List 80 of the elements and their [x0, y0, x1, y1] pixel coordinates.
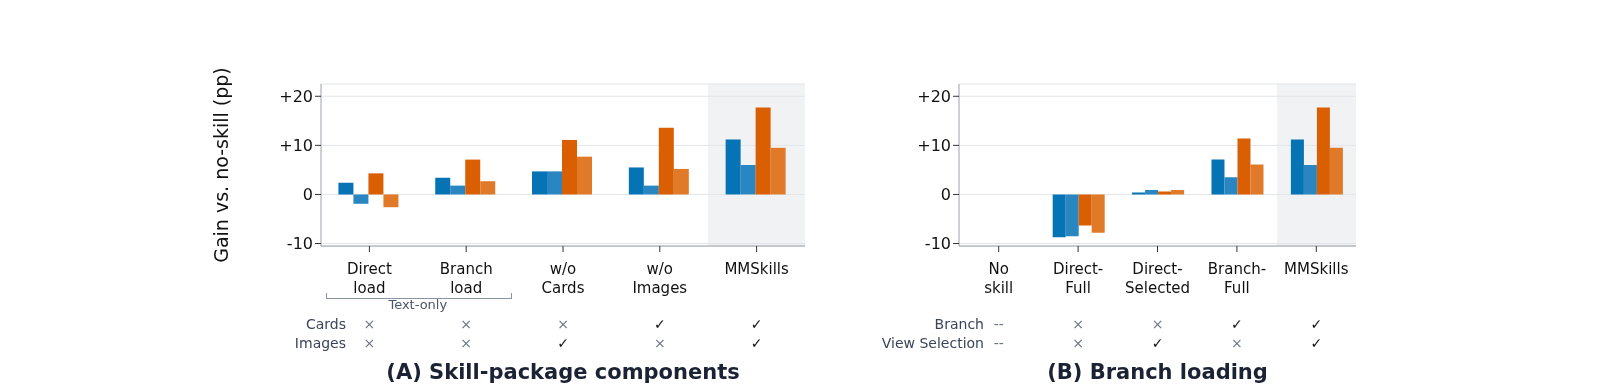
x-tick-label: MMSkills: [724, 260, 789, 278]
bar: [1091, 194, 1105, 233]
x-tick-label: Direct load: [346, 260, 392, 297]
bar: [532, 171, 548, 195]
text: ✓: [652, 316, 667, 332]
bar: [1250, 164, 1264, 195]
x-tick-label: Branch-Full: [1207, 260, 1267, 297]
text: ×: [652, 335, 667, 351]
bar: [547, 171, 563, 195]
bar: [480, 181, 496, 195]
bar: [673, 168, 689, 195]
bar: [1329, 147, 1343, 195]
bar: [1224, 177, 1238, 195]
text: (A) Skill-package components: [385, 360, 741, 384]
x-tick-label: Direct-Selected: [1124, 260, 1191, 297]
text: Cards: [305, 316, 346, 332]
bar: [658, 127, 674, 195]
bar: [338, 182, 354, 195]
y-axis-title: Gain vs. no-skill (pp): [210, 67, 232, 263]
y-tick-label: 0: [940, 185, 951, 205]
text: ✓: [1309, 316, 1324, 332]
bar: [435, 177, 451, 195]
text: ×: [1071, 335, 1085, 351]
text: Text-only: [387, 297, 449, 312]
bar: [628, 167, 644, 195]
text: ×: [1150, 316, 1165, 332]
text: View Selection: [881, 335, 984, 351]
bar: [1316, 107, 1330, 195]
y-tick-label: -10: [924, 234, 951, 254]
bar: [562, 139, 578, 195]
bar: [755, 107, 771, 195]
bar: [643, 185, 659, 195]
x-tick-label: MMSkills: [1284, 260, 1349, 278]
text: ✓: [1230, 316, 1244, 332]
bar: [368, 173, 384, 195]
x-tick-label: w/o Images: [632, 260, 688, 297]
bar: [450, 185, 466, 195]
bar: [725, 139, 741, 195]
text: ✓: [1309, 335, 1324, 351]
text: --: [993, 335, 1004, 351]
text: ×: [556, 316, 570, 332]
bar: [1303, 165, 1317, 195]
y-tick-label: 0: [302, 185, 313, 205]
bar: [1078, 194, 1092, 226]
bar: [1290, 139, 1304, 195]
bar: [1052, 194, 1066, 238]
bar: [577, 156, 593, 195]
text: ✓: [556, 335, 570, 351]
text: Branch: [934, 316, 984, 332]
text: (B) Branch loading: [1046, 360, 1269, 384]
x-tick-label: No skill: [984, 260, 1014, 297]
text: --: [993, 316, 1004, 332]
bar: [740, 165, 756, 195]
y-tick-label: +20: [279, 86, 313, 106]
y-tick-label: +10: [279, 136, 313, 156]
x-tick-label: Branch load: [439, 260, 493, 297]
text: ×: [1230, 335, 1244, 351]
text: ×: [459, 316, 474, 332]
bar: [1065, 194, 1079, 237]
x-tick-label: w/o Cards: [541, 260, 585, 297]
bar: [353, 194, 369, 204]
x-tick-label: Direct-Full: [1052, 260, 1104, 297]
text: ✓: [749, 316, 764, 332]
text: ×: [362, 316, 377, 332]
text: ×: [1071, 316, 1085, 332]
text: ×: [459, 335, 474, 351]
y-tick-label: +10: [917, 136, 951, 156]
bar: [465, 159, 481, 195]
text: ✓: [749, 335, 764, 351]
bar: [1237, 138, 1251, 195]
bar: [1211, 159, 1225, 195]
bar: [1171, 190, 1185, 195]
text: ✓: [1150, 335, 1165, 351]
bar: [1145, 190, 1159, 195]
y-tick-label: -10: [286, 234, 313, 254]
bar: [770, 147, 786, 195]
bar: [383, 194, 399, 208]
y-tick-label: +20: [917, 86, 951, 106]
text: ×: [362, 335, 377, 351]
text: Images: [294, 335, 346, 351]
